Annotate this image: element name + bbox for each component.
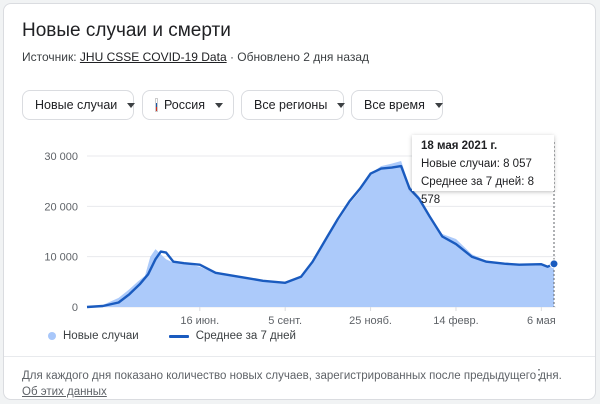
region-dropdown-label: Все регионы: [254, 98, 328, 112]
source-link[interactable]: JHU CSSE COVID-19 Data: [79, 50, 227, 64]
x-tick-label: 14 февр.: [433, 315, 478, 327]
about-data-link[interactable]: Об этих данных: [22, 386, 107, 398]
y-tick-label: 30 000: [44, 151, 78, 163]
legend-line-swatch: [168, 334, 189, 338]
avg7-line: [86, 164, 555, 309]
more-options-icon[interactable]: ⋮: [532, 366, 546, 382]
source-line: Источник: JHU CSSE COVID-19 Data · Обнов…: [22, 50, 369, 64]
legend-line-label: Среднее за 7 дней: [195, 330, 296, 342]
legend-area-swatch: [48, 332, 56, 340]
cases-chart[interactable]: 30 000 20 000 10 000 0 16 июн. 5 сент. 25 нояб…: [4, 134, 596, 334]
x-tick-label: 16 июн.: [180, 315, 219, 327]
chart-legend: Новые случаи Среднее за 7 дней: [48, 330, 296, 342]
footnote-text: Для каждого дня показано количество новы…: [22, 370, 562, 382]
period-dropdown[interactable]: Все время: [351, 90, 443, 120]
chart-tooltip: 18 мая 2021 г. Новые случаи: 8 057 Средн…: [412, 135, 554, 206]
country-dropdown-label: Россия: [164, 98, 205, 112]
y-tick-label: 10 000: [44, 252, 78, 264]
y-tick-label: 20 000: [44, 201, 78, 213]
tooltip-avg7: Среднее за 7 дней: 8 578: [421, 176, 535, 206]
x-tick-label: 25 нояб.: [349, 315, 392, 327]
footer-divider: [4, 356, 595, 357]
chevron-down-icon: [215, 102, 223, 108]
y-tick-label: 0: [72, 302, 78, 314]
region-dropdown[interactable]: Все регионы: [241, 90, 346, 120]
russia-flag-icon: [155, 98, 158, 112]
source-prefix: Источник:: [22, 50, 77, 64]
tooltip-new-cases: Новые случаи: 8 057: [421, 158, 532, 170]
x-tick-label: 6 мая: [527, 315, 556, 327]
x-tick-label: 5 сент.: [268, 315, 302, 327]
covid-card: Новые случаи и смерти Источник: JHU CSSE…: [3, 3, 596, 400]
metric-dropdown[interactable]: Новые случаи: [22, 90, 136, 120]
updated-text: · Обновлено 2 дня назад: [229, 50, 370, 64]
tooltip-date: 18 мая 2021 г.: [421, 140, 498, 152]
card-title: Новые случаи и смерти: [22, 20, 231, 41]
country-dropdown[interactable]: Россия: [142, 90, 234, 120]
footnote: Для каждого дня показано количество новы…: [22, 368, 562, 399]
chevron-down-icon: [127, 102, 136, 108]
new-cases-area: [87, 161, 554, 307]
period-dropdown-label: Все время: [364, 98, 425, 112]
chevron-down-icon: [434, 102, 443, 108]
legend-area-label: Новые случаи: [63, 330, 139, 342]
chevron-down-icon: [337, 102, 346, 108]
metric-dropdown-label: Новые случаи: [35, 98, 118, 112]
highlight-point: [549, 259, 559, 269]
